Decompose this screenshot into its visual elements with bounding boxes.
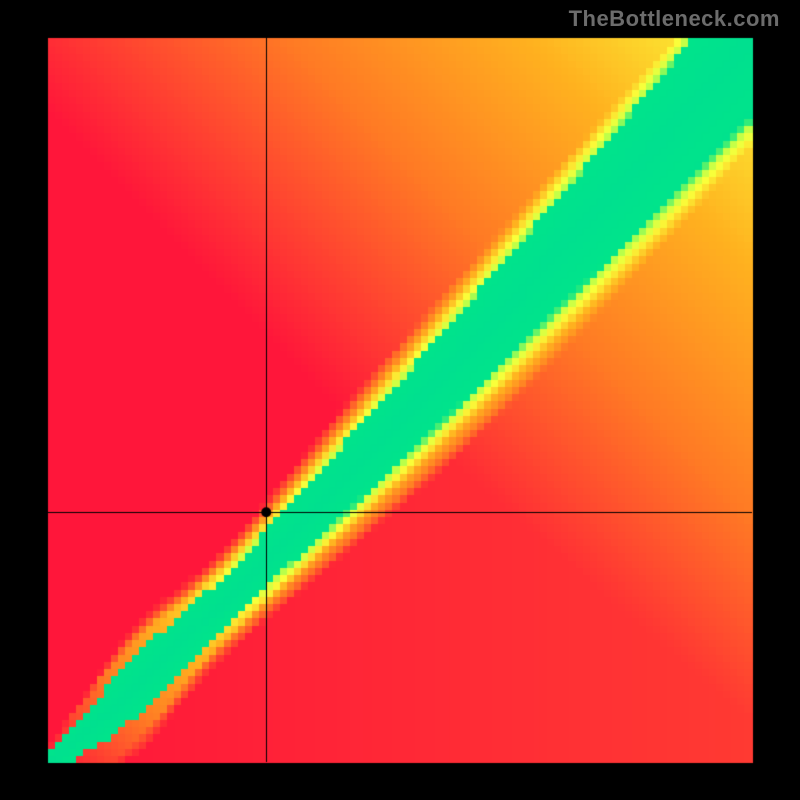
bottleneck-heatmap <box>0 0 800 800</box>
watermark-text: TheBottleneck.com <box>569 6 780 32</box>
